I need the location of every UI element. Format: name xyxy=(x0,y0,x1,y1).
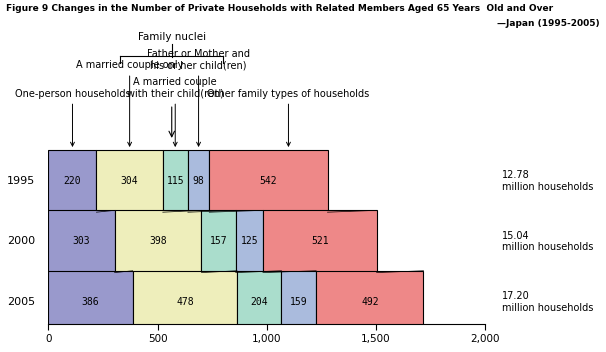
Bar xyxy=(48,271,133,333)
Text: 521: 521 xyxy=(311,237,328,246)
Text: 542: 542 xyxy=(259,176,277,186)
Text: 159: 159 xyxy=(290,297,308,307)
Bar xyxy=(133,271,237,333)
Text: 204: 204 xyxy=(250,297,268,307)
Text: 303: 303 xyxy=(73,237,90,246)
Text: 386: 386 xyxy=(82,297,99,307)
Bar xyxy=(263,210,376,272)
Text: 2000: 2000 xyxy=(7,237,35,246)
Text: 492: 492 xyxy=(361,297,379,307)
Text: 12.78
million households: 12.78 million households xyxy=(502,170,594,192)
Text: Other family types of households: Other family types of households xyxy=(207,89,370,146)
Text: 17.20
million households: 17.20 million households xyxy=(502,291,594,313)
Bar xyxy=(209,150,327,212)
Text: One-person households: One-person households xyxy=(15,89,130,146)
Text: 1995: 1995 xyxy=(7,176,35,186)
Text: Father or Mother and
his or her child(ren): Father or Mother and his or her child(re… xyxy=(147,49,250,146)
Bar xyxy=(96,150,163,212)
Text: 2005: 2005 xyxy=(7,297,35,307)
Text: 115: 115 xyxy=(167,176,184,186)
Bar xyxy=(48,210,115,272)
Bar xyxy=(237,271,281,333)
Bar xyxy=(316,271,424,333)
Text: —Japan (1995-2005): —Japan (1995-2005) xyxy=(498,19,600,29)
Bar xyxy=(163,150,188,212)
Text: 304: 304 xyxy=(121,176,138,186)
Text: 220: 220 xyxy=(64,176,81,186)
Bar xyxy=(48,150,96,212)
Text: 15.04
million households: 15.04 million households xyxy=(502,231,594,252)
Bar xyxy=(281,271,316,333)
Text: Family nuclei: Family nuclei xyxy=(138,32,206,42)
Text: 98: 98 xyxy=(193,176,204,186)
Text: A married couple only: A married couple only xyxy=(76,61,184,146)
Bar xyxy=(236,210,263,272)
Text: 125: 125 xyxy=(241,237,258,246)
Text: 157: 157 xyxy=(210,237,227,246)
Text: Figure 9 Changes in the Number of Private Households with Related Members Aged 6: Figure 9 Changes in the Number of Privat… xyxy=(6,4,553,13)
Bar xyxy=(188,150,209,212)
Bar xyxy=(201,210,236,272)
Bar xyxy=(115,210,201,272)
Text: 398: 398 xyxy=(149,237,167,246)
Text: A married couple
with their child(ren): A married couple with their child(ren) xyxy=(127,77,224,146)
Text: 478: 478 xyxy=(176,297,194,307)
